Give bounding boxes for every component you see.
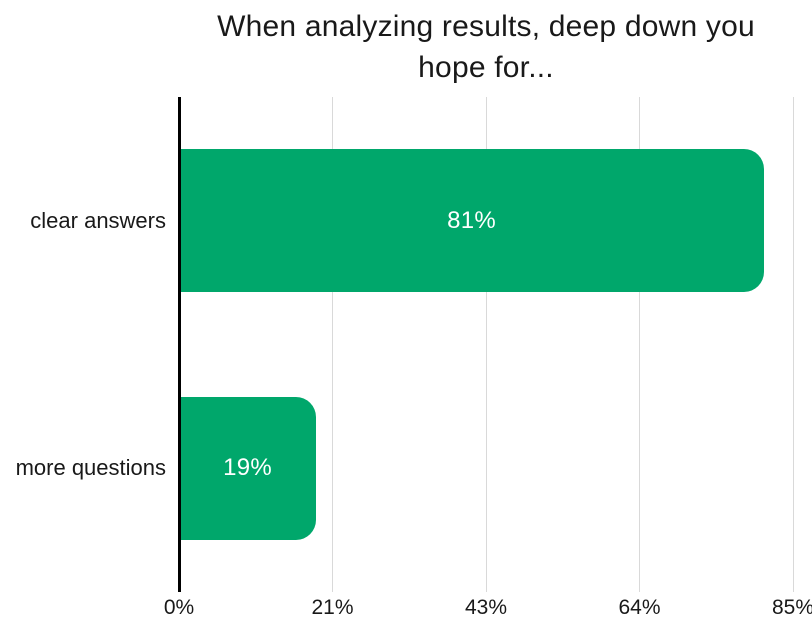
plot-area: 81% 19% [178,97,794,592]
y-axis-line [178,97,181,592]
gridline [639,97,640,592]
category-label: clear answers [30,207,166,233]
x-tick-label: 0% [163,596,195,619]
x-tick-label: 21% [311,596,354,619]
x-tick-label: 43% [464,596,508,619]
bar-value-label: 81% [447,206,497,234]
category-label: more questions [15,455,166,481]
gridline [332,97,333,592]
bar-clear-answers: 81% [179,149,765,293]
chart-title-line-1: When analyzing results, deep down you [217,10,755,43]
chart-title-line-2: hope for... [418,51,554,84]
gridline [485,97,487,592]
x-tick-label: 85% [771,596,812,619]
bar-value-label: 19% [223,454,273,482]
chart-title: When analyzing results, deep down you ho… [179,6,793,88]
gridline [792,97,794,592]
bar-more-questions: 19% [179,396,317,540]
x-tick-label: 64% [618,596,661,619]
